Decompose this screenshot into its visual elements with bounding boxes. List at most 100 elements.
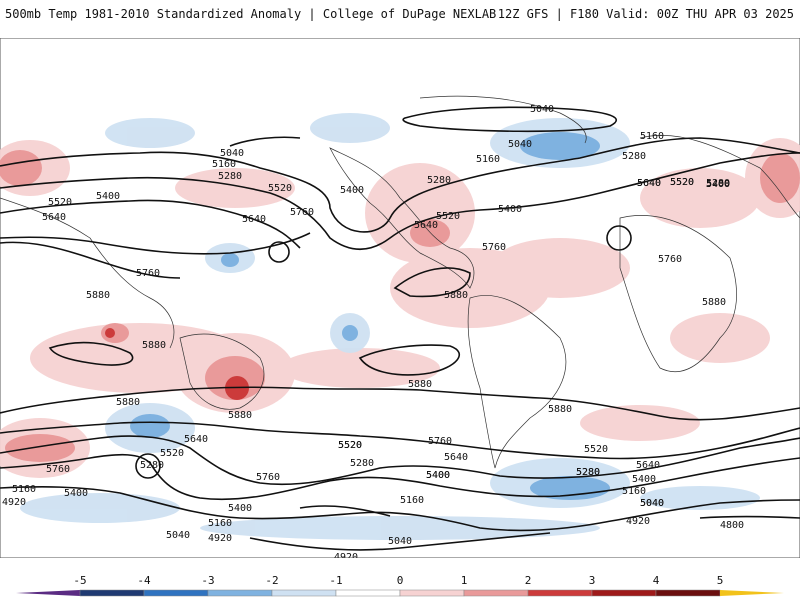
- warm-anomaly-shading: [0, 138, 800, 478]
- contour-label: 5400: [706, 179, 730, 190]
- contour-label: 5280: [350, 458, 374, 469]
- contour-label: 5040: [530, 104, 554, 115]
- contour-label: 5160: [622, 486, 646, 497]
- height-contours: [0, 106, 800, 551]
- contour-label: 5160: [212, 159, 236, 170]
- contour-label: 5040: [640, 498, 664, 509]
- contour-label: 5880: [444, 290, 468, 301]
- contour-label: 5040: [640, 498, 664, 509]
- contour-label: 5040: [220, 148, 244, 159]
- contour-label: 5880: [86, 290, 110, 301]
- contour-label: 5160: [476, 154, 500, 165]
- colorbar-tick-label: -4: [137, 574, 151, 587]
- colorbar-segment: [463, 589, 529, 597]
- contour-label: 5520: [338, 440, 362, 451]
- contour-label: 5520: [670, 177, 694, 188]
- colorbar-segment: [655, 589, 721, 597]
- colorbar-max-arrow: [720, 590, 784, 596]
- colorbar-tick-label: 3: [589, 574, 596, 587]
- colorbar-tick-label: 4: [653, 574, 660, 587]
- colorbar-tick-label: 0: [397, 574, 404, 587]
- colorbar-segment: [399, 589, 465, 597]
- contour-label: 5640: [184, 434, 208, 445]
- contour-label: 5520: [160, 448, 184, 459]
- contour-label: 5040: [166, 530, 190, 541]
- contour-label: 5280: [427, 175, 451, 186]
- model-run-info: 12Z GFS | F180 Valid: 00Z THU APR 03 202…: [497, 7, 794, 21]
- contour-label: 5280: [576, 467, 600, 478]
- coastlines: [0, 95, 800, 469]
- contour-label: 5160: [640, 131, 664, 142]
- map-title: 500mb Temp 1981-2010 Standardized Anomal…: [5, 7, 497, 21]
- colorbar-tick-label: -1: [329, 574, 342, 587]
- contour-label: 5280: [218, 171, 242, 182]
- colorbar-segment: [143, 589, 209, 597]
- contour-label: 5520: [584, 444, 608, 455]
- contour-label: 5040: [388, 536, 412, 547]
- colorbar-tick-labels: -5 -4 -3 -2 -1 0 1 2 3 4 5: [73, 574, 723, 587]
- colorbar-tick-label: -3: [201, 574, 214, 587]
- contour-label: 5400: [498, 204, 522, 215]
- contour-label: 5880: [548, 404, 572, 415]
- colorbar-tick-label: -5: [73, 574, 86, 587]
- contour-label: 5160: [400, 495, 424, 506]
- contour-label: 5760: [256, 472, 280, 483]
- anomaly-colorbar: -5 -4 -3 -2 -1 0 1 2 3 4 5: [16, 574, 784, 597]
- contour-label: 5520: [268, 183, 292, 194]
- contour-label: 5760: [136, 268, 160, 279]
- contour-label: 5280: [576, 467, 600, 478]
- contour-label: 5280: [140, 460, 164, 471]
- contour-label: 5760: [658, 254, 682, 265]
- contour-label: 5400: [706, 179, 730, 190]
- colorbar-segment: [207, 589, 273, 597]
- contour-label: 5400: [426, 470, 450, 481]
- contour-label: 5640: [637, 178, 661, 189]
- strong-warm-anomaly-shading: [0, 150, 800, 462]
- contour-label: 5520: [436, 211, 460, 222]
- contour-label: 5880: [702, 297, 726, 308]
- map-header: 500mb Temp 1981-2010 Standardized Anomal…: [0, 0, 800, 28]
- contour-label: 4920: [626, 516, 650, 527]
- contour-label: 4920: [2, 497, 26, 508]
- colorbar-tick-label: 2: [525, 574, 532, 587]
- contour-label: 5760: [46, 464, 70, 475]
- contour-label: 5760: [290, 207, 314, 218]
- contour-label: 5640: [444, 452, 468, 463]
- contour-label: 5640: [414, 220, 438, 231]
- contour-label: 5280: [706, 178, 730, 189]
- contour-label: 5880: [116, 397, 140, 408]
- colorbar-segments: [16, 589, 784, 597]
- contour-label: 5760: [428, 436, 452, 447]
- strong-cold-anomaly-shading: [130, 132, 610, 500]
- contour-label: 5160: [12, 484, 36, 495]
- colorbar-segment: [79, 589, 145, 597]
- colorbar-segment: [591, 589, 657, 597]
- contour-label: 5640: [637, 178, 661, 189]
- colorbar-tick-label: 1: [461, 574, 468, 587]
- contour-label: 5520: [338, 440, 362, 451]
- contour-label: 5280: [622, 151, 646, 162]
- contour-label: 5880: [228, 410, 252, 421]
- colorbar-tick-label: -2: [265, 574, 278, 587]
- contour-label: 5400: [64, 488, 88, 499]
- contour-label: 5640: [636, 460, 660, 471]
- contour-label: 5400: [632, 474, 656, 485]
- colorbar-segment: [527, 589, 593, 597]
- contour-label: 5880: [408, 379, 432, 390]
- colorbar-tick-label: 5: [717, 574, 724, 587]
- contour-labels: 5040 5040 5160 5280 5160 5280 5040 5160 …: [2, 104, 744, 558]
- contour-label: 5640: [242, 214, 266, 225]
- anomaly-map: 5040 5040 5160 5280 5160 5280 5040 5160 …: [0, 38, 800, 558]
- contour-label: 5760: [482, 242, 506, 253]
- contour-label: 5160: [208, 518, 232, 529]
- contour-label: 4920: [208, 533, 232, 544]
- contour-label: 4920: [334, 552, 358, 558]
- contour-label: 4800: [720, 520, 744, 531]
- contour-label: 5520: [670, 177, 694, 188]
- colorbar-segment: [271, 589, 337, 597]
- contour-label: 5520: [48, 197, 72, 208]
- contour-label: 5640: [42, 212, 66, 223]
- contour-label: 5400: [340, 185, 364, 196]
- colorbar-min-arrow: [16, 590, 80, 596]
- contour-label: 5400: [96, 191, 120, 202]
